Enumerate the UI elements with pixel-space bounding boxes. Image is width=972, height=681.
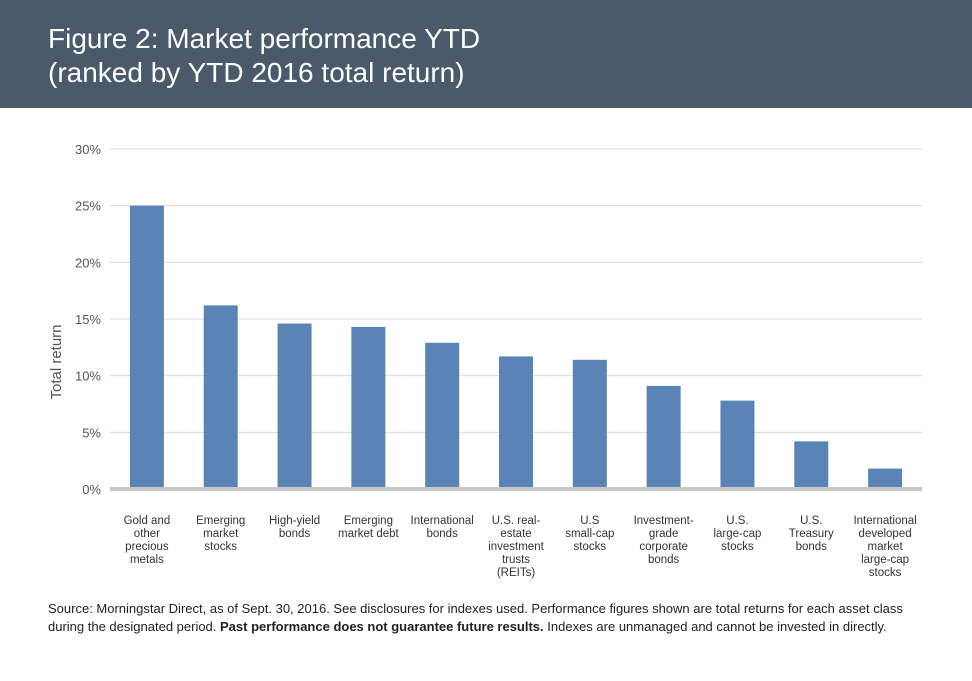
x-category-label: U.S. large-cap stocks [713, 515, 761, 553]
y-tick-label: 0% [82, 482, 101, 497]
x-category-label-line: bonds [427, 528, 459, 540]
x-category-label-line: International [853, 515, 916, 527]
bar [129, 205, 164, 489]
x-category-label-line: bonds [796, 541, 828, 553]
disclaimer-bold: Past performance does not guarantee futu… [220, 619, 544, 634]
x-category-label-line: corporate [639, 541, 688, 553]
bar [499, 356, 533, 489]
x-category-label-line: International [411, 515, 474, 527]
gridlines [110, 148, 922, 433]
x-category-label-line: Gold and [124, 515, 171, 527]
y-axis-label: Total return [48, 324, 65, 399]
bar [646, 385, 681, 489]
header-banner: Figure 2: Market performance YTD (ranked… [0, 0, 972, 108]
x-category-label-line: investment [488, 541, 544, 553]
bar-chart: 0% 5% 10% 15% 20% 25% 30% Total return Gold an… [48, 142, 922, 579]
x-category-label-line: large-cap [861, 554, 909, 566]
x-category-label: U.S. real-estate investment trusts (REITs) [488, 515, 544, 579]
x-category-label-line: market debt [338, 528, 400, 540]
x-category-label-line: bonds [648, 554, 680, 566]
source-footnote: Source: Morningstar Direct, as of Sept. … [48, 600, 928, 636]
x-category-label-line: grade [649, 528, 678, 540]
x-category-label: International developed market large-cap sto… [853, 515, 916, 579]
y-tick-label: 30% [75, 142, 101, 157]
source-tail-text: Indexes are unmanaged and cannot be inve… [543, 619, 887, 634]
bars [129, 205, 903, 489]
x-category-label-line: Investment- [634, 515, 694, 527]
x-category-label: U.S. Treasury bonds [789, 515, 834, 553]
x-category-label-line: small-cap [565, 528, 614, 540]
x-category-label-line: bonds [279, 528, 311, 540]
x-category-label-line: stocks [204, 541, 237, 553]
x-category-label: Investment-grade corporate bonds [634, 515, 694, 566]
x-category-label-line: precious [125, 541, 169, 553]
y-tick-label: 15% [75, 312, 101, 327]
x-category-label: Emerging market stocks [196, 515, 245, 553]
bar [868, 468, 903, 489]
chart-subtitle: (ranked by YTD 2016 total return) [48, 57, 465, 88]
x-category-label: Emerging market debt [338, 515, 400, 540]
x-category-label: U.S small-cap stocks [565, 515, 614, 553]
x-category-label-line: estate [500, 528, 531, 540]
x-category-label-line: market [868, 541, 904, 553]
x-category-label: High-yield bonds [269, 515, 320, 540]
x-category-label-line: Emerging [344, 515, 393, 527]
chart-title: Figure 2: Market performance YTD [48, 23, 481, 54]
x-category-label-line: stocks [869, 567, 902, 579]
bar [720, 400, 755, 489]
x-category-label-line: market [203, 528, 239, 540]
x-category-label-line: stocks [574, 541, 607, 553]
x-category-label: Gold and other precious metals [124, 515, 171, 566]
x-category-label-line: metals [130, 554, 164, 566]
x-category-label: International bonds [411, 515, 474, 540]
bar [277, 323, 312, 489]
x-category-label-line: large-cap [713, 528, 761, 540]
y-tick-label: 25% [75, 199, 101, 214]
x-category-label-line: U.S [580, 515, 600, 527]
source-text: Source: Morningstar Direct, as of Sept. … [48, 601, 903, 634]
y-tick-label: 10% [75, 369, 101, 384]
bar [351, 326, 386, 489]
x-category-label-line: U.S. real- [492, 515, 541, 527]
y-tick-label: 5% [82, 425, 101, 440]
x-category-label-line: High-yield [269, 515, 320, 527]
x-axis-baseline [110, 487, 922, 491]
x-category-label-line: (REITs) [497, 567, 536, 579]
x-category-label-line: developed [859, 528, 912, 540]
y-tick-label: 20% [75, 255, 101, 270]
x-category-label-line: Emerging [196, 515, 245, 527]
x-category-label-line: U.S. [800, 515, 822, 527]
bar [794, 441, 829, 489]
bar [572, 359, 607, 489]
y-axis-ticks: 0% 5% 10% 15% 20% 25% 30% [75, 142, 101, 497]
x-category-label-line: U.S. [726, 515, 748, 527]
bar [425, 342, 460, 489]
x-category-label-line: Treasury [789, 528, 834, 540]
bar [203, 305, 238, 489]
x-category-label-line: other [134, 528, 160, 540]
x-category-label-line: stocks [721, 541, 754, 553]
x-category-label-line: trusts [502, 554, 530, 566]
